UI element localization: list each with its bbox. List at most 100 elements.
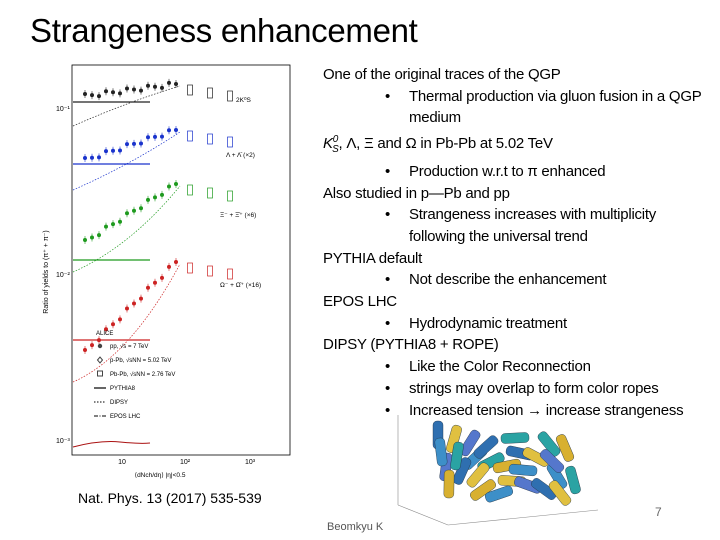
- rope: [466, 462, 490, 488]
- rope: [459, 429, 481, 457]
- y-tick-label: 10⁻²: [56, 272, 70, 279]
- bullet-text: strings may overlap to form color ropes: [409, 379, 659, 397]
- bullet-item: K0S, Λ, Ξ and Ω in Pb-Pb at 5.02 TeV: [323, 129, 718, 161]
- marker: [132, 301, 136, 306]
- y-tick-label: 10⁻¹: [56, 106, 70, 113]
- marker: [111, 322, 115, 327]
- marker: [167, 184, 171, 189]
- marker: [97, 233, 101, 238]
- marker: [90, 343, 94, 348]
- figure: Ratio of yields to (π⁺ + π⁻) 10⁻¹ 10⁻² 1…: [40, 62, 294, 486]
- marker: [111, 148, 115, 153]
- bullet-text: Like the Color Reconnection: [409, 358, 591, 376]
- model-line: [72, 441, 151, 448]
- footer: Beomkyu K: [327, 521, 384, 533]
- bullet-text: Strangeness increases with multiplicity …: [409, 206, 657, 245]
- subscript: S: [332, 144, 339, 156]
- species-label: Λ + Λ̄ (×2): [226, 152, 255, 159]
- marker: [167, 264, 171, 269]
- rope: [446, 424, 462, 454]
- marker: [160, 275, 164, 280]
- rope: [555, 434, 575, 462]
- marker: [111, 90, 115, 95]
- bullet-text: Also studied in p—Pb and pp: [323, 184, 510, 202]
- marker: [118, 317, 122, 322]
- rope: [537, 431, 561, 457]
- y-tick-label: 10⁻³: [56, 438, 70, 445]
- x-tick-label: 10³: [245, 459, 256, 466]
- figure-caption: Nat. Phys. 13 (2017) 535-539: [74, 489, 266, 507]
- legend-entry: EPOS LHC: [110, 414, 141, 420]
- rope: [531, 478, 557, 500]
- marker: [227, 268, 233, 280]
- rope: [508, 463, 538, 477]
- marker: [146, 285, 150, 290]
- rope: [473, 435, 499, 459]
- marker: [111, 222, 115, 227]
- species-label: 2K⁰S: [236, 96, 252, 104]
- bullet-item: strings may overlap to form color ropes: [323, 378, 709, 400]
- marker: [187, 84, 193, 96]
- x-axis-title: ⟨dNch/dη⟩ |η|<0.5: [135, 471, 186, 479]
- marker: [125, 142, 129, 147]
- model-line: [72, 263, 181, 383]
- legend-marker: [97, 343, 103, 349]
- page-number: 7: [655, 505, 662, 519]
- marker: [153, 134, 157, 139]
- legend-entry: pp, √s = 7 TeV: [110, 343, 148, 350]
- bullet-text: Increased tension → increase strangeness: [409, 401, 684, 419]
- marker: [174, 182, 178, 186]
- rope: [500, 432, 530, 444]
- bullet-item: Also studied in p—Pb and pp: [323, 183, 718, 205]
- marker: [207, 187, 213, 199]
- rope: [443, 469, 455, 499]
- superscript: 0: [332, 134, 339, 146]
- rope: [450, 441, 464, 471]
- marker: [146, 197, 150, 202]
- rope-illustration: [397, 415, 599, 526]
- bullet-item: Not describe the enhancement: [323, 269, 709, 291]
- ropes: [432, 420, 581, 506]
- legend-entry: p-Pb, √sNN = 5.02 TeV: [110, 357, 171, 364]
- x-tick-label: 10²: [180, 459, 191, 466]
- marker: [118, 148, 122, 153]
- marker: [187, 184, 193, 196]
- figure-markers: [72, 78, 233, 448]
- marker: [167, 80, 171, 85]
- marker: [104, 149, 108, 154]
- marker: [90, 155, 94, 160]
- slide-title: Strangeness enhancement: [30, 12, 418, 49]
- rope: [434, 437, 448, 467]
- bullet-text: DIPSY (PYTHIA8 + ROPE): [323, 336, 499, 354]
- marker: [83, 238, 87, 242]
- marker: [97, 155, 101, 160]
- x-tick-label: 10: [118, 459, 126, 466]
- marker: [153, 84, 157, 89]
- bullet-list: One of the original traces of the QGP The…: [323, 64, 718, 421]
- marker: [146, 135, 150, 140]
- marker: [227, 136, 233, 148]
- symbol: K: [323, 135, 333, 153]
- marker: [139, 206, 143, 211]
- marker: [104, 89, 108, 94]
- bullet-text: Thermal production via gluon fusion in a…: [409, 87, 702, 127]
- bullet-item: Strangeness increases with multiplicity …: [323, 204, 709, 247]
- bullet-item: PYTHIA default: [323, 248, 718, 270]
- bullet-item: Hydrodynamic treatment: [323, 313, 709, 335]
- bullet-item: Like the Color Reconnection: [323, 356, 709, 378]
- marker: [160, 192, 164, 197]
- bullet-text: One of the original traces of the QGP: [323, 66, 561, 83]
- rope: [548, 480, 572, 506]
- rope: [485, 485, 513, 503]
- marker: [90, 235, 94, 240]
- species-label: Ξ⁻ + Ξ̄⁺ (×6): [220, 212, 256, 219]
- marker: [167, 128, 171, 133]
- marker: [90, 93, 94, 98]
- rope: [565, 465, 581, 495]
- marker: [146, 83, 150, 88]
- marker: [227, 190, 233, 202]
- bullet-text: Hydrodynamic treatment: [409, 314, 567, 332]
- model-line: [72, 85, 181, 127]
- marker: [125, 86, 129, 91]
